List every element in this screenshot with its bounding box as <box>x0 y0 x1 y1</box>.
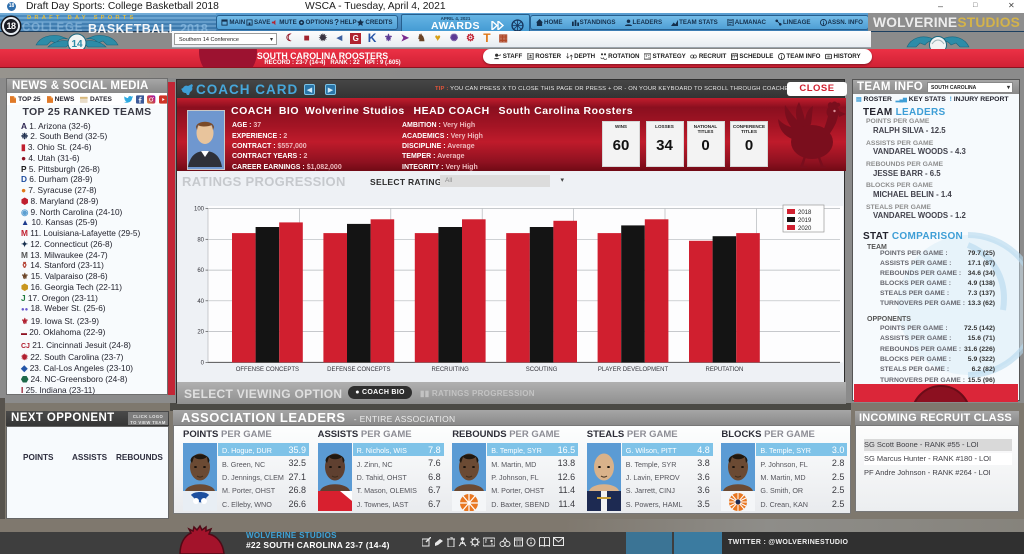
svg-text:DEFENSE CONCEPTS: DEFENSE CONCEPTS <box>327 367 390 373</box>
svg-text:OFFENSE CONCEPTS: OFFENSE CONCEPTS <box>236 367 299 373</box>
svg-text:40: 40 <box>197 299 204 305</box>
svg-text:100: 100 <box>194 207 205 213</box>
svg-text:SCOUTING: SCOUTING <box>526 367 558 373</box>
svg-text:60: 60 <box>197 268 204 274</box>
svg-text:2019: 2019 <box>798 218 812 224</box>
svg-text:0: 0 <box>201 360 205 366</box>
svg-text:RECRUITING: RECRUITING <box>432 367 470 373</box>
svg-text:REPUTATION: REPUTATION <box>706 367 744 373</box>
svg-text:PLAYER DEVELOPMENT: PLAYER DEVELOPMENT <box>598 367 669 373</box>
svg-text:2018: 2018 <box>798 210 812 216</box>
svg-text:2020: 2020 <box>798 226 812 232</box>
svg-text:20: 20 <box>197 330 204 336</box>
svg-text:14: 14 <box>71 39 83 50</box>
svg-text:80: 80 <box>197 237 204 243</box>
